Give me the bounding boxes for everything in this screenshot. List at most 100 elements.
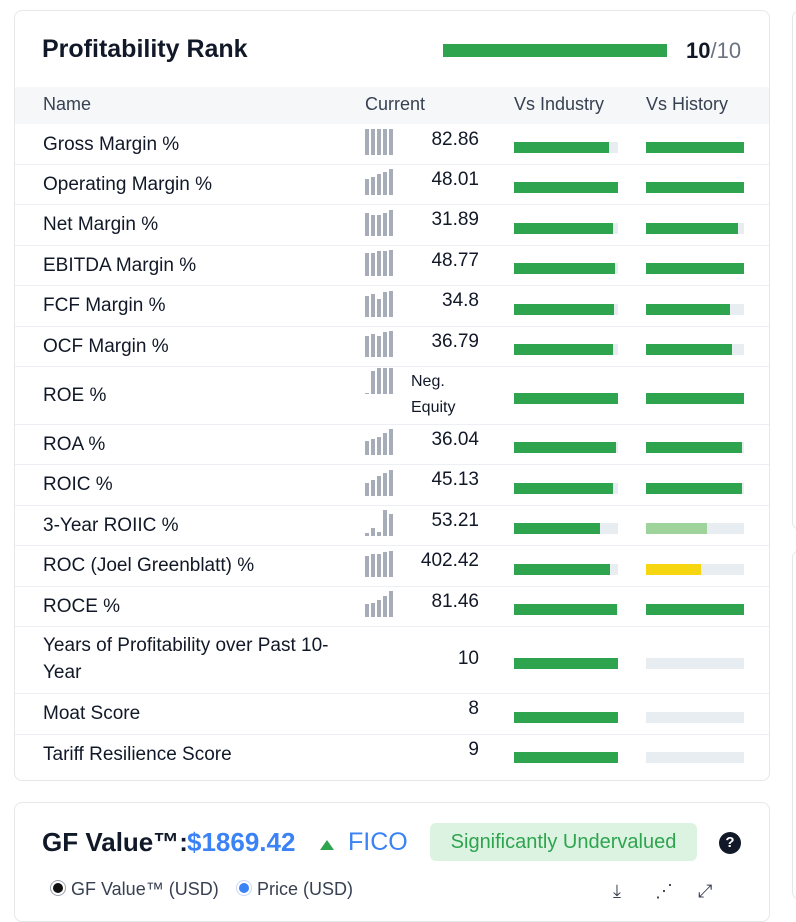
vs-industry-bar[interactable] [514,658,618,669]
table-row[interactable]: Gross Margin % 82.86 [15,124,769,165]
vs-industry-bar[interactable] [514,142,618,153]
vs-industry-bar[interactable] [514,604,618,615]
table-row[interactable]: ROA % 36.04 [15,424,769,465]
table-row[interactable]: Years of Profitability over Past 10-Year… [15,626,769,694]
vs-history-bar[interactable] [646,142,744,153]
vs-industry-bar[interactable] [514,393,618,404]
vs-industry-fill [514,182,618,193]
sparkline-bar [383,251,387,276]
sparkline-icon[interactable] [365,169,398,195]
header-current[interactable]: Current [365,94,426,114]
vs-industry-bar[interactable] [514,304,618,315]
sparkline-bar [377,299,381,317]
vs-history-bar[interactable] [646,304,744,315]
vs-history-fill [646,344,733,355]
metric-name: Operating Margin % [43,174,212,195]
table-row[interactable]: 3-Year ROIIC % 53.21 [15,505,769,546]
expand-icon[interactable]: ⤢ [698,881,713,901]
metric-name: ROA % [43,434,106,455]
table-row[interactable]: ROCE % 81.46 [15,586,769,627]
metric-name: Tariff Resilience Score [43,744,232,765]
table-row[interactable]: ROC (Joel Greenblatt) % 402.42 [15,545,769,587]
table-row[interactable]: FCF Margin % 34.8 [15,285,769,327]
vs-history-bar[interactable] [646,604,744,615]
metric-value: 8 [468,698,479,719]
vs-history-bar[interactable] [646,263,744,274]
sparkline-icon[interactable] [365,250,398,276]
sparkline-icon[interactable] [365,210,398,236]
vs-history-bar[interactable] [646,442,744,453]
header-name[interactable]: Name [43,94,92,114]
legend-item-gf-value[interactable]: GF Value™ (USD) [53,879,219,900]
header-vs-history[interactable]: Vs History [646,94,729,114]
vs-history-bar[interactable] [646,523,744,534]
sparkline-bar [365,604,369,617]
vs-industry-bar[interactable] [514,344,618,355]
ticker-link[interactable]: FICO [348,828,408,856]
neg-equity-label: Equity [411,399,456,416]
sparkline-bar [383,510,387,536]
table-row[interactable]: Net Margin % 31.89 [15,204,769,246]
vs-industry-bar[interactable] [514,223,618,234]
vs-history-fill [646,523,707,534]
sparkline-bar [371,177,375,195]
vs-industry-fill [514,483,613,494]
vs-history-bar[interactable] [646,752,744,763]
vs-industry-bar[interactable] [514,182,618,193]
sparkline-icon[interactable] [365,551,398,577]
vs-industry-bar[interactable] [514,712,618,723]
vs-industry-fill [514,712,618,723]
header-vs-industry[interactable]: Vs Industry [514,94,605,114]
vs-history-fill [646,142,744,153]
sparkline-icon[interactable] [365,510,398,536]
vs-history-bar[interactable] [646,564,744,575]
gf-value-card: GF Value™: $1869.42 FICO Significantly U… [14,802,770,922]
legend-dot-icon [239,883,249,894]
sparkline-icon[interactable] [365,591,398,617]
legend-item-price[interactable]: Price (USD) [239,879,353,900]
vs-industry-bar[interactable] [514,523,618,534]
sparkline-bar [377,554,381,577]
sparkline-bar [377,336,381,357]
vs-history-bar[interactable] [646,483,744,494]
sparkline-icon[interactable] [365,291,398,317]
sparkline-bar [371,480,375,496]
vs-industry-bar[interactable] [514,564,618,575]
vs-industry-bar[interactable] [514,263,618,274]
download-icon[interactable]: ⤓ [613,881,621,901]
adjacent-card-edge [792,10,796,530]
sparkline-icon[interactable] [365,129,398,155]
sparkline-icon[interactable] [365,368,398,394]
card-title: Profitability Rank [42,35,248,63]
sparkline-icon[interactable] [365,470,398,496]
sparkline-bar [371,554,375,577]
table-row[interactable]: ROE % Neg. Equity [15,366,769,425]
sparkline-bar [389,591,393,617]
vs-history-bar[interactable] [646,182,744,193]
vs-industry-bar[interactable] [514,752,618,763]
sparkline-bar [371,371,375,394]
vs-industry-fill [514,564,610,575]
vs-history-bar[interactable] [646,658,744,669]
table-row[interactable]: EBITDA Margin % 48.77 [15,245,769,286]
rank-value: 10 [686,38,711,63]
vs-industry-fill [514,442,616,453]
vs-industry-bar[interactable] [514,483,618,494]
vs-history-bar[interactable] [646,393,744,404]
help-icon[interactable]: ? [719,832,741,854]
table-row[interactable]: Moat Score 8 [15,693,769,735]
vs-history-bar[interactable] [646,344,744,355]
table-row[interactable]: Tariff Resilience Score 9 [15,734,769,774]
table-row[interactable]: ROIC % 45.13 [15,464,769,506]
sparkline-icon[interactable] [365,429,398,455]
vs-history-bar[interactable] [646,223,744,234]
table-row[interactable]: Operating Margin % 48.01 [15,164,769,205]
share-icon[interactable]: ⋰ [655,881,673,901]
sparkline-icon[interactable] [365,331,398,357]
vs-history-bar[interactable] [646,712,744,723]
vs-history-fill [646,182,744,193]
sparkline-bar [389,514,393,536]
vs-industry-bar[interactable] [514,442,618,453]
metric-value: 36.79 [431,331,479,352]
table-row[interactable]: OCF Margin % 36.79 [15,326,769,367]
